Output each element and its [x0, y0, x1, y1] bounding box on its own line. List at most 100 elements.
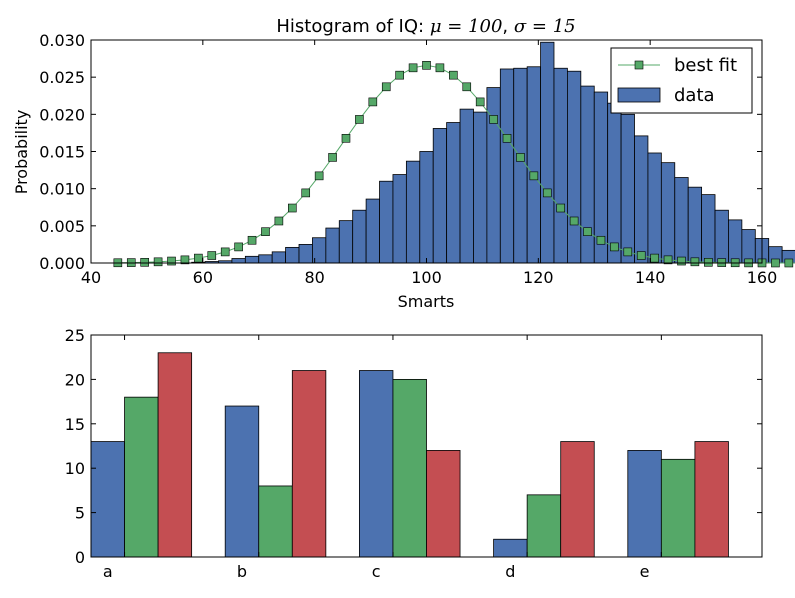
best-fit-marker — [771, 258, 780, 268]
y-tick-label: 0.025 — [39, 68, 85, 87]
histogram-bar — [379, 180, 394, 264]
y-tick-label: 20 — [65, 370, 85, 389]
histogram-bar — [728, 219, 743, 264]
histogram-bar — [258, 254, 273, 264]
legend-data-label: data — [674, 85, 715, 106]
x-tick-label: a — [103, 562, 113, 581]
x-tick-label: 60 — [193, 268, 213, 287]
histogram-bar — [701, 194, 716, 264]
bar-series1 — [224, 405, 260, 558]
legend: best fit data — [610, 47, 753, 114]
best-fit-marker — [542, 188, 552, 198]
y-tick-label: 0.015 — [39, 143, 85, 162]
x-tick-label: 100 — [411, 268, 442, 287]
best-fit-marker — [502, 134, 512, 143]
bar-series3 — [291, 370, 327, 558]
best-fit-marker — [395, 70, 404, 80]
x-tick-label: 160 — [747, 268, 778, 287]
best-fit-marker — [663, 255, 673, 265]
best-fit-marker — [207, 251, 217, 260]
bar-series1 — [90, 441, 125, 558]
histogram-bar — [419, 151, 434, 264]
y-tick-label: 10 — [65, 459, 85, 478]
x-tick-label: 40 — [81, 268, 101, 287]
histogram-bar — [446, 122, 461, 264]
histogram-bar — [392, 174, 407, 264]
y-axis-label: Probability — [12, 110, 31, 195]
legend-fit-label: best fit — [674, 55, 737, 76]
y-tick-label: 5 — [75, 504, 85, 523]
best-fit-marker — [623, 247, 633, 257]
x-axis-ticks: a b c d e — [103, 335, 662, 581]
y-tick-label: 0.010 — [39, 180, 85, 199]
histogram-bar — [271, 251, 286, 264]
histogram-bar — [607, 102, 622, 264]
x-tick-label: e — [640, 562, 650, 581]
best-fit-marker — [449, 70, 458, 80]
y-tick-label: 0.030 — [39, 31, 85, 50]
best-fit-marker — [167, 256, 176, 266]
x-axis-ticks: 40 60 80 100 120 140 160 — [81, 40, 777, 287]
best-fit-marker — [234, 242, 243, 252]
best-fit-marker — [368, 97, 378, 107]
x-tick-label: b — [237, 562, 247, 581]
best-fit-marker — [355, 115, 364, 124]
legend-data-swatch — [617, 87, 661, 103]
histogram-bar — [580, 85, 595, 264]
best-fit-marker — [556, 203, 566, 213]
histogram-bar — [499, 68, 515, 264]
histogram-bar — [231, 258, 246, 264]
y-tick-label: 0.020 — [39, 105, 85, 124]
best-fit-marker — [408, 63, 418, 73]
x-tick-label: 120 — [523, 268, 554, 287]
best-fit-marker — [596, 235, 606, 245]
legend-fit-marker — [634, 60, 644, 70]
best-fit-marker — [529, 171, 539, 181]
x-tick-label: c — [372, 562, 381, 581]
best-fit-marker — [650, 253, 659, 263]
histogram-bar — [325, 227, 340, 264]
histogram-bar — [526, 66, 541, 264]
chart-title: Histogram of IQ: μ = 100, σ = 15 — [276, 16, 575, 37]
best-fit-marker — [153, 257, 163, 267]
y-tick-label: 0.005 — [39, 217, 85, 236]
bar-series2 — [258, 485, 293, 558]
plot-frame — [90, 334, 763, 558]
bar-series2 — [392, 378, 427, 558]
y-tick-label: 0.000 — [39, 254, 85, 273]
histogram-bar — [405, 160, 421, 264]
bar-series2 — [526, 494, 562, 558]
best-fit-marker — [784, 258, 794, 268]
histogram-bar — [365, 198, 380, 264]
best-fit-marker — [583, 227, 592, 236]
best-fit-marker — [677, 256, 686, 266]
histogram-bar — [352, 209, 367, 264]
histogram-bar — [741, 229, 756, 264]
histogram-bar — [553, 67, 568, 264]
histogram-bar — [432, 128, 448, 264]
best-fit-marker — [140, 257, 149, 267]
best-fit-marker — [435, 63, 445, 73]
bar-series3 — [560, 441, 595, 558]
best-fit-marker — [341, 134, 351, 143]
best-fit-marker — [610, 242, 619, 252]
bar-series1 — [493, 538, 528, 558]
bar-series3 — [426, 450, 461, 558]
histogram-bar — [634, 135, 649, 264]
x-tick-label: 80 — [304, 268, 324, 287]
best-fit-marker — [636, 251, 646, 260]
grouped-bars — [90, 352, 729, 558]
x-tick-label: d — [505, 562, 515, 581]
y-tick-label: 0 — [75, 548, 85, 567]
bar-series1 — [358, 370, 394, 558]
best-fit-marker — [328, 153, 337, 162]
bar-series3 — [694, 441, 729, 558]
best-fit-marker — [704, 257, 713, 267]
histogram-bar — [687, 186, 703, 264]
best-fit-marker — [194, 253, 203, 263]
bar-series2 — [660, 458, 696, 558]
best-fit-marker — [287, 203, 297, 213]
best-fit-marker — [314, 171, 324, 181]
bar-chart-panel: a b c d e 0 5 10 15 20 25 — [65, 326, 763, 581]
